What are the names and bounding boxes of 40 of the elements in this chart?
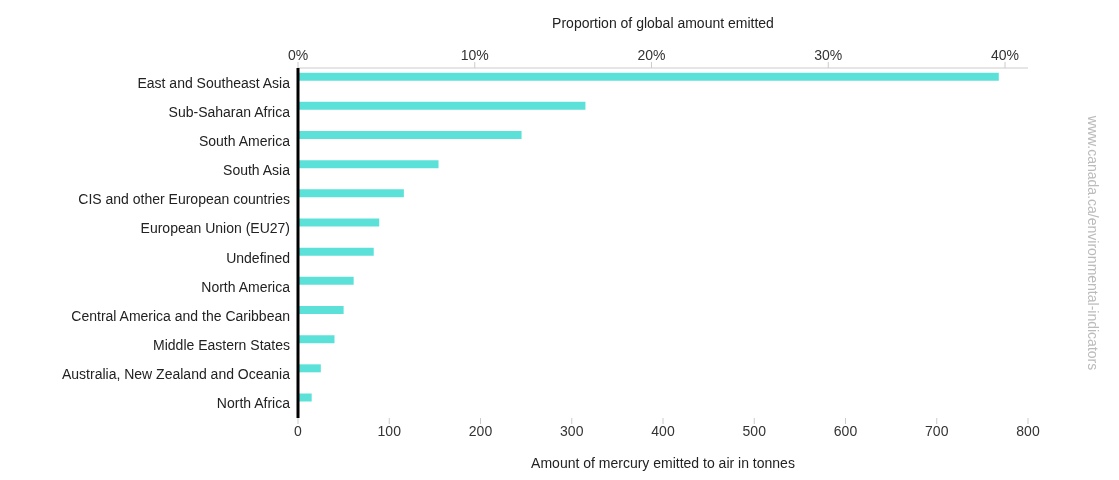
y-tick-label: Australia, New Zealand and Oceania (61, 366, 291, 383)
x-tick-label: 400 (651, 422, 675, 439)
bar (298, 72, 999, 81)
bar (298, 276, 354, 285)
x-axis-title: Amount of mercury emitted to air in tonnes (531, 455, 795, 471)
bar (298, 218, 380, 227)
y-tick-label: CIS and other European countries (78, 191, 290, 208)
x2-tick-label: 40% (991, 47, 1020, 63)
x-tick-label: 300 (560, 422, 584, 439)
x2-axis-title: Proportion of global amount emitted (552, 14, 774, 31)
bar (298, 247, 374, 256)
y-tick-label: Central America and the Caribbean (71, 307, 290, 324)
x-tick-label: 100 (377, 422, 402, 439)
bar (298, 189, 404, 198)
y-tick-label: Middle Eastern States (153, 337, 290, 354)
x-tick-label: 600 (833, 422, 858, 439)
x-tick-label: 500 (742, 422, 767, 439)
bar (298, 160, 439, 169)
bar (298, 335, 335, 344)
bar (298, 131, 522, 139)
bar (298, 364, 321, 373)
y-tick-label: South America (198, 132, 291, 149)
text: www.canada.ca/environmental-indicators (1085, 115, 1101, 371)
y-tick-label: European Union (EU27) (140, 220, 290, 237)
y-tick-label: East and Southeast Asia (137, 74, 291, 91)
y-tick-label: North America (201, 278, 291, 295)
y-tick-label: South Asia (223, 162, 291, 179)
x2-tick-label: 30% (814, 47, 843, 63)
bar (298, 306, 344, 314)
x2-tick-label: 20% (637, 47, 666, 63)
y-tick-label: North Africa (216, 395, 291, 412)
x-tick-label: 800 (1016, 422, 1040, 439)
x2-tick-label: 10% (460, 47, 489, 63)
y-tick-label: Undefined (226, 249, 290, 266)
x-tick-label: 0 (294, 422, 303, 439)
y-tick-label: Sub-Saharan Africa (168, 103, 291, 120)
x2-tick-label: 0% (287, 47, 309, 63)
x-tick-label: 700 (925, 422, 949, 439)
bar (298, 101, 586, 110)
x-tick-label: 200 (468, 422, 493, 439)
